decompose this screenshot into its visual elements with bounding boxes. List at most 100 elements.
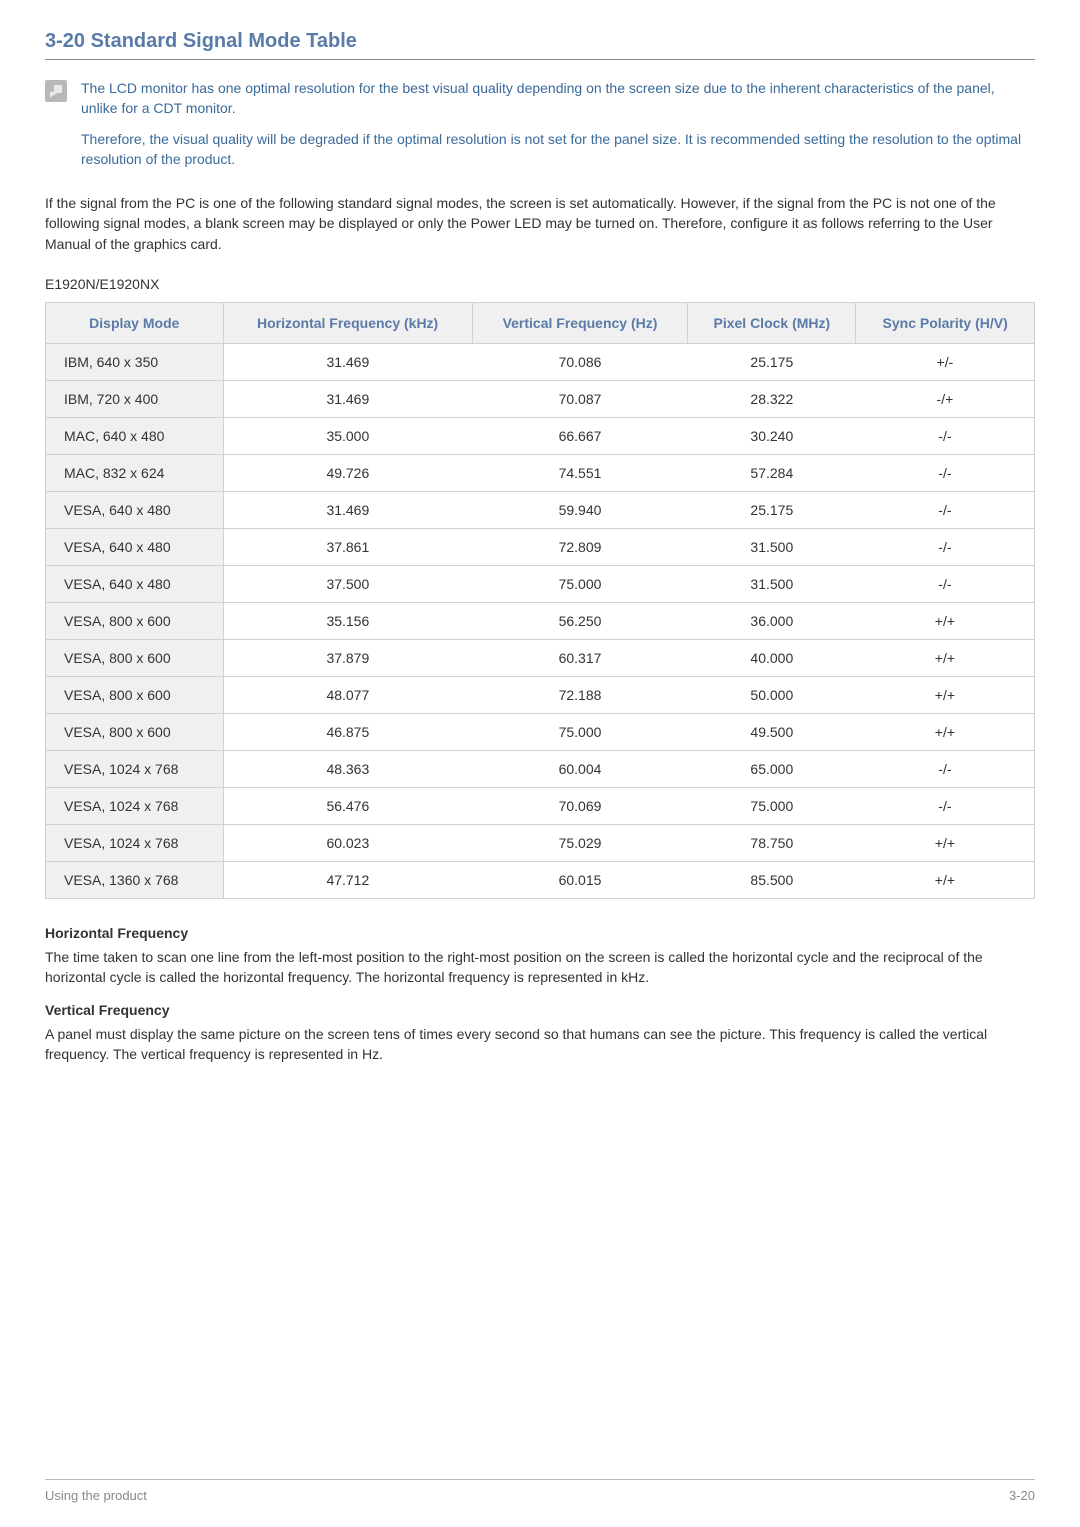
table-cell: 72.188 (472, 677, 688, 714)
table-row: VESA, 800 x 60035.15656.25036.000+/+ (46, 603, 1035, 640)
table-row: IBM, 720 x 40031.46970.08728.322-/+ (46, 381, 1035, 418)
table-header-row: Display Mode Horizontal Frequency (kHz) … (46, 303, 1035, 344)
table-cell: VESA, 1360 x 768 (46, 862, 224, 899)
model-label: E1920N/E1920NX (45, 276, 1035, 292)
table-cell: +/- (856, 344, 1035, 381)
table-cell: -/- (856, 566, 1035, 603)
col-display-mode: Display Mode (46, 303, 224, 344)
table-row: VESA, 1024 x 76860.02375.02978.750+/+ (46, 825, 1035, 862)
note-para-2: Therefore, the visual quality will be de… (81, 129, 1035, 170)
table-row: VESA, 1024 x 76848.36360.00465.000-/- (46, 751, 1035, 788)
table-cell: 50.000 (688, 677, 856, 714)
table-cell: -/- (856, 418, 1035, 455)
table-cell: 36.000 (688, 603, 856, 640)
table-cell: VESA, 800 x 600 (46, 603, 224, 640)
table-cell: 31.469 (223, 381, 472, 418)
table-cell: 74.551 (472, 455, 688, 492)
note-block: The LCD monitor has one optimal resoluti… (45, 78, 1035, 179)
table-cell: 70.069 (472, 788, 688, 825)
table-cell: VESA, 640 x 480 (46, 566, 224, 603)
table-cell: 35.156 (223, 603, 472, 640)
table-cell: 75.000 (688, 788, 856, 825)
table-cell: 66.667 (472, 418, 688, 455)
table-cell: 60.004 (472, 751, 688, 788)
table-cell: IBM, 640 x 350 (46, 344, 224, 381)
table-cell: VESA, 1024 x 768 (46, 825, 224, 862)
table-cell: +/+ (856, 640, 1035, 677)
table-cell: 31.469 (223, 492, 472, 529)
table-cell: 78.750 (688, 825, 856, 862)
note-para-1: The LCD monitor has one optimal resoluti… (81, 78, 1035, 119)
table-cell: 28.322 (688, 381, 856, 418)
table-cell: 48.077 (223, 677, 472, 714)
table-cell: VESA, 1024 x 768 (46, 788, 224, 825)
table-cell: +/+ (856, 825, 1035, 862)
table-cell: 30.240 (688, 418, 856, 455)
table-cell: 60.023 (223, 825, 472, 862)
page-footer: Using the product 3-20 (45, 1479, 1035, 1503)
hf-title: Horizontal Frequency (45, 925, 1035, 941)
table-row: VESA, 640 x 48037.50075.00031.500-/- (46, 566, 1035, 603)
table-cell: 85.500 (688, 862, 856, 899)
table-row: VESA, 640 x 48037.86172.80931.500-/- (46, 529, 1035, 566)
table-cell: +/+ (856, 714, 1035, 751)
table-cell: 56.250 (472, 603, 688, 640)
table-cell: 37.861 (223, 529, 472, 566)
table-cell: 70.086 (472, 344, 688, 381)
col-vfreq: Vertical Frequency (Hz) (472, 303, 688, 344)
table-cell: -/- (856, 455, 1035, 492)
signal-mode-table: Display Mode Horizontal Frequency (kHz) … (45, 302, 1035, 899)
vf-title: Vertical Frequency (45, 1002, 1035, 1018)
table-row: MAC, 640 x 48035.00066.66730.240-/- (46, 418, 1035, 455)
table-cell: 25.175 (688, 492, 856, 529)
table-cell: -/- (856, 788, 1035, 825)
table-cell: 48.363 (223, 751, 472, 788)
table-row: IBM, 640 x 35031.46970.08625.175+/- (46, 344, 1035, 381)
table-cell: 31.469 (223, 344, 472, 381)
table-cell: -/- (856, 751, 1035, 788)
note-text: The LCD monitor has one optimal resoluti… (81, 78, 1035, 179)
table-row: VESA, 800 x 60046.87575.00049.500+/+ (46, 714, 1035, 751)
table-row: VESA, 800 x 60037.87960.31740.000+/+ (46, 640, 1035, 677)
col-hfreq: Horizontal Frequency (kHz) (223, 303, 472, 344)
hf-text: The time taken to scan one line from the… (45, 947, 1035, 988)
table-cell: VESA, 1024 x 768 (46, 751, 224, 788)
table-cell: VESA, 640 x 480 (46, 492, 224, 529)
table-cell: 56.476 (223, 788, 472, 825)
table-cell: 49.726 (223, 455, 472, 492)
table-cell: 75.000 (472, 566, 688, 603)
intro-paragraph: If the signal from the PC is one of the … (45, 193, 1035, 254)
table-cell: +/+ (856, 603, 1035, 640)
table-cell: 49.500 (688, 714, 856, 751)
table-cell: VESA, 640 x 480 (46, 529, 224, 566)
table-cell: VESA, 800 x 600 (46, 714, 224, 751)
note-icon (45, 80, 67, 102)
table-cell: 57.284 (688, 455, 856, 492)
table-cell: 47.712 (223, 862, 472, 899)
table-row: VESA, 1360 x 76847.71260.01585.500+/+ (46, 862, 1035, 899)
table-cell: 60.317 (472, 640, 688, 677)
col-pixel-clock: Pixel Clock (MHz) (688, 303, 856, 344)
table-cell: 46.875 (223, 714, 472, 751)
table-cell: 31.500 (688, 566, 856, 603)
table-row: MAC, 832 x 62449.72674.55157.284-/- (46, 455, 1035, 492)
table-cell: -/- (856, 492, 1035, 529)
table-cell: 70.087 (472, 381, 688, 418)
table-cell: 75.000 (472, 714, 688, 751)
table-cell: 40.000 (688, 640, 856, 677)
table-row: VESA, 640 x 48031.46959.94025.175-/- (46, 492, 1035, 529)
table-cell: 35.000 (223, 418, 472, 455)
table-cell: 59.940 (472, 492, 688, 529)
section-heading: 3-20 Standard Signal Mode Table (45, 30, 1035, 60)
table-cell: MAC, 832 x 624 (46, 455, 224, 492)
table-cell: -/+ (856, 381, 1035, 418)
table-cell: 37.879 (223, 640, 472, 677)
footer-right: 3-20 (1009, 1488, 1035, 1503)
table-cell: IBM, 720 x 400 (46, 381, 224, 418)
table-cell: +/+ (856, 677, 1035, 714)
table-cell: VESA, 800 x 600 (46, 640, 224, 677)
table-cell: 60.015 (472, 862, 688, 899)
vf-text: A panel must display the same picture on… (45, 1024, 1035, 1065)
definitions: Horizontal Frequency The time taken to s… (45, 925, 1035, 1064)
col-sync-polarity: Sync Polarity (H/V) (856, 303, 1035, 344)
